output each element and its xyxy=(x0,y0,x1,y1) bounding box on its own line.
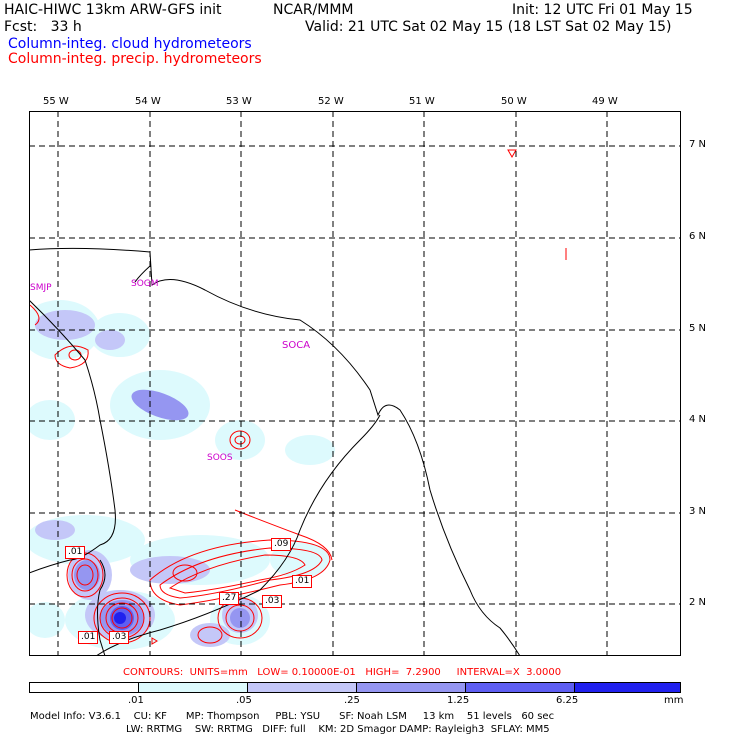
contour-label: .03 xyxy=(109,631,130,644)
contour-label: .01 xyxy=(292,575,313,588)
scale-bin xyxy=(465,683,574,692)
lat-label: 6 N xyxy=(689,231,707,242)
lat-label: 4 N xyxy=(689,414,707,425)
scale-bin xyxy=(356,683,465,692)
scale-bin xyxy=(247,683,356,692)
lon-label: 52 W xyxy=(318,96,344,107)
model-info-line-1: Model Info: V3.6.1 CU: KF MP: Thompson P… xyxy=(30,711,555,722)
init-time: Init: 12 UTC Fri 01 May 15 xyxy=(512,2,693,18)
cloud-field-title: Column-integ. cloud hydrometeors xyxy=(8,36,252,52)
scale-tick: .01 xyxy=(128,695,144,706)
lat-label: 2 N xyxy=(689,597,707,608)
organization-label: NCAR/MMM xyxy=(273,2,354,18)
lon-label: 50 W xyxy=(501,96,527,107)
contour-label: .01 xyxy=(78,631,99,644)
precip-field-title: Column-integ. precip. hydrometeors xyxy=(8,51,262,67)
contour-info: CONTOURS: UNITS=mm LOW= 0.10000E-01 HIGH… xyxy=(123,667,562,678)
scale-tick: .05 xyxy=(236,695,252,706)
lat-label: 5 N xyxy=(689,323,707,334)
lon-label: 55 W xyxy=(43,96,69,107)
station-label: SOOS xyxy=(207,453,233,463)
scale-tick: 1.25 xyxy=(447,695,470,706)
station-label: SOCA xyxy=(282,340,311,351)
forecast-hour: Fcst: 33 h xyxy=(4,19,82,35)
station-label: SMJP xyxy=(30,283,52,293)
lon-label: 49 W xyxy=(592,96,618,107)
scale-bin xyxy=(30,683,138,692)
valid-time: Valid: 21 UTC Sat 02 May 15 (18 LST Sat … xyxy=(305,19,672,35)
station-label: SOGM xyxy=(131,279,159,289)
scale-unit: mm xyxy=(664,695,684,706)
scale-tick: 6.25 xyxy=(556,695,579,706)
contour-label: .09 xyxy=(271,538,292,551)
model-title: HAIC-HIWC 13km ARW-GFS init xyxy=(4,2,222,18)
contour-label: .27 xyxy=(219,592,240,605)
lon-label: 51 W xyxy=(409,96,435,107)
model-info-line-2: LW: RRTMG SW: RRTMG DIFF: full KM: 2D Sm… xyxy=(126,724,550,735)
map-frame xyxy=(29,111,681,656)
color-scale-bar xyxy=(29,682,681,693)
lat-label: 3 N xyxy=(689,506,707,517)
scale-bin xyxy=(574,683,680,692)
lat-label: 7 N xyxy=(689,139,707,150)
scale-bin xyxy=(138,683,247,692)
contour-label: .01 xyxy=(65,546,86,559)
lon-label: 53 W xyxy=(226,96,252,107)
lon-label: 54 W xyxy=(135,96,161,107)
scale-tick: .25 xyxy=(344,695,360,706)
contour-label: .03 xyxy=(262,595,283,608)
